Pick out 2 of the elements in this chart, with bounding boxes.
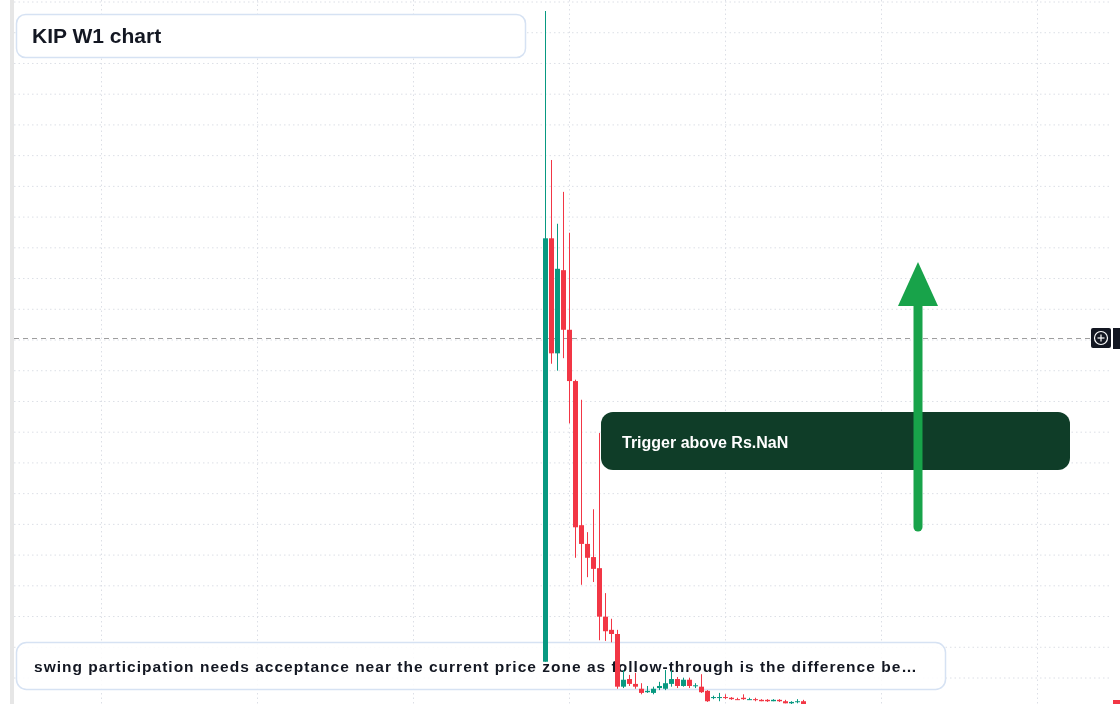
annotation: Trigger above Rs.NaN: [622, 434, 789, 451]
text: KIP W1 chart: [32, 24, 162, 47]
